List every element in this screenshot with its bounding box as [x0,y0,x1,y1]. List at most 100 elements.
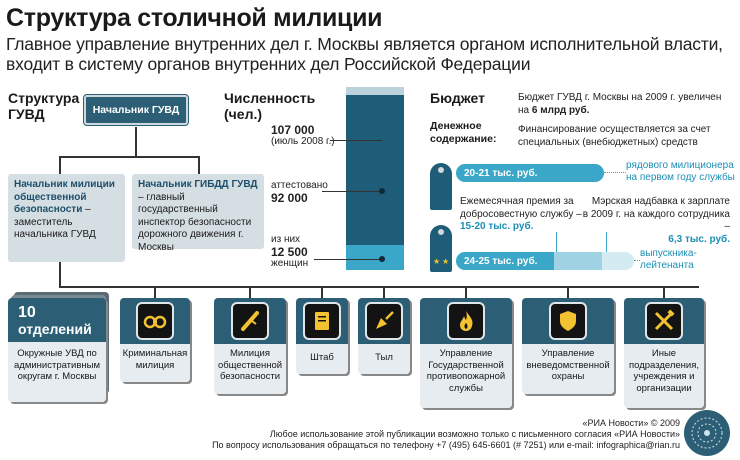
connector-line [198,156,200,176]
shovel-icon [365,302,403,340]
shoulder-board-private-icon [430,163,452,210]
budget-line1-prefix: на [518,104,530,116]
unit-label: Тыл [358,344,410,374]
salary-heading-2: содержание: [430,132,497,145]
marker-dot [379,188,385,194]
tools-icon [645,302,683,340]
marker-dot [379,256,385,262]
salary-lieutenant-pill: 24-25 тыс. руб. [456,252,634,270]
connector-line [59,286,699,288]
ria-logo-icon [684,410,730,456]
headcount-heading-line1: Численность [224,90,316,106]
footer-usage: Любое использование этой публикации возм… [269,429,680,439]
chief-box: Начальник ГУВД [84,95,188,125]
total-value: 107 000 [271,123,315,137]
mayor-2: в 2009 г. на каждого сотрудника – [582,208,730,233]
financing-1: Финансирование осуществляется за счет [518,124,711,135]
unit-districts: 10 отделений Окружные УВД по администрат… [8,298,106,402]
footer-contact: По вопросу использования обращаться по т… [212,440,680,450]
headcount-bar-women [346,245,404,270]
bonus-2: добросовестную службу – [460,208,582,220]
salary-lieutenant-label-2: лейтенанта [640,260,694,271]
connector-line [59,156,199,158]
page-title: Структура столичной милиции [6,4,383,32]
unit-label: Управление Государственной противопожарн… [420,344,512,408]
unit-security-guard: Управление вневедомственной охраны [522,298,614,394]
unit-staff: Штаб [296,298,348,374]
headcount-bar-top [346,87,404,95]
budget-heading: Бюджет [430,90,485,106]
women-value: 12 500 [271,245,308,259]
mayor-note: Мэрская надбавка к зарплате в 2009 г. на… [580,196,730,246]
headcount-bar [346,87,404,270]
unit-label: Управление вневедомственной охраны [522,344,614,394]
unit-label: Штаб [296,344,348,374]
unit-fire-service: Управление Государственной противопожарн… [420,298,512,408]
salary-heading: Денежное содержание: [430,120,496,145]
baton-icon [231,302,269,340]
financing-2: специальных (внебюджетных) средств [518,136,698,148]
unit-label: Окружные УВД по административным округам… [8,342,106,402]
budget-line1-value: 6 млрд руб. [531,104,590,116]
headcount-heading-line2: (чел.) [224,106,263,122]
traffic-desc: – главный государственный инспектор безо… [138,191,252,253]
headcount-heading: Численность (чел.) [224,90,315,122]
women-prefix: из них [271,234,301,245]
connector-line [567,286,569,298]
salary-private-label: рядового милиционера на первом году служ… [626,160,735,184]
unit-public-security: Милиция общественной безопасности [214,298,286,394]
salary-private-pill: 20-21 тыс. руб. [456,164,604,182]
leader-line [604,172,626,173]
chief-label: Начальник ГУВД [92,104,180,116]
unit-label: Иные подразделения, учреждения и организ… [624,344,704,408]
connector-line [59,156,61,176]
unit-rear: Тыл [358,298,410,374]
public-security-box: Начальник милиции общественной безопасно… [8,174,125,262]
traffic-box: Начальник ГИБДД ГУВД – главный государст… [132,174,264,253]
unit-label: Криминальная милиция [120,344,190,382]
districts-count: 10 [18,303,36,321]
women-count: из них 12 500 женщин [271,234,308,270]
mayor-value: 6,3 тыс. руб. [668,233,730,245]
salary-lieutenant-label: выпускника- лейтенанта [640,248,697,272]
page-subtitle: Главное управление внутренних дел г. Мос… [6,34,723,74]
leader-line [634,260,640,261]
attested-value: 92 000 [271,191,308,205]
shoulder-board-lieutenant-icon: ★ ★ [430,225,452,272]
footer: «РИА Новости» © 2009 Любое использование… [212,418,680,451]
fire-icon [447,302,485,340]
leader-line [606,232,607,254]
salary-lieutenant-label-1: выпускника- [640,248,697,259]
connector-line [154,286,156,298]
attested-count: аттестовано 92 000 [271,180,328,204]
connector-line [249,286,251,298]
traffic-title: Начальник ГИБДД ГУВД [138,179,258,190]
shield-icon [549,302,587,340]
total-note: (июль 2008 г.) [271,136,335,147]
structure-heading-line2: ГУВД [8,106,45,122]
salary-lieutenant-value: 24-25 тыс. руб. [464,255,538,267]
bonus-value: 15-20 тыс. руб. [460,221,534,232]
budget-increase: Бюджет ГУВД г. Москвы на 2009 г. увеличе… [518,92,723,117]
leader-line [556,232,557,254]
connector-line [383,286,385,298]
salary-private-value: 20-21 тыс. руб. [464,167,538,179]
leader-line [314,259,382,260]
unit-criminal: Криминальная милиция [120,298,190,382]
structure-heading-line1: Структура [8,90,80,106]
structure-heading: Структура ГУВД [8,90,79,122]
financing-note: Финансирование осуществляется за счет сп… [518,124,728,149]
connector-line [135,127,137,157]
public-security-title: Начальник милиции общественной безопасно… [14,179,115,215]
women-label: женщин [271,258,309,269]
districts-word: отделений [18,320,92,337]
connector-line [663,286,665,298]
footer-copyright: «РИА Новости» © 2009 [582,418,680,428]
unit-label: Милиция общественной безопасности [214,344,286,394]
mayor-1: Мэрская надбавка к зарплате [591,196,730,207]
leader-line [330,140,382,141]
attested-label: аттестовано [271,180,328,191]
bonus-1: Ежемесячная премия за [460,196,574,207]
bonus-note: Ежемесячная премия за добросовестную слу… [460,196,590,234]
leader-line [322,191,382,192]
